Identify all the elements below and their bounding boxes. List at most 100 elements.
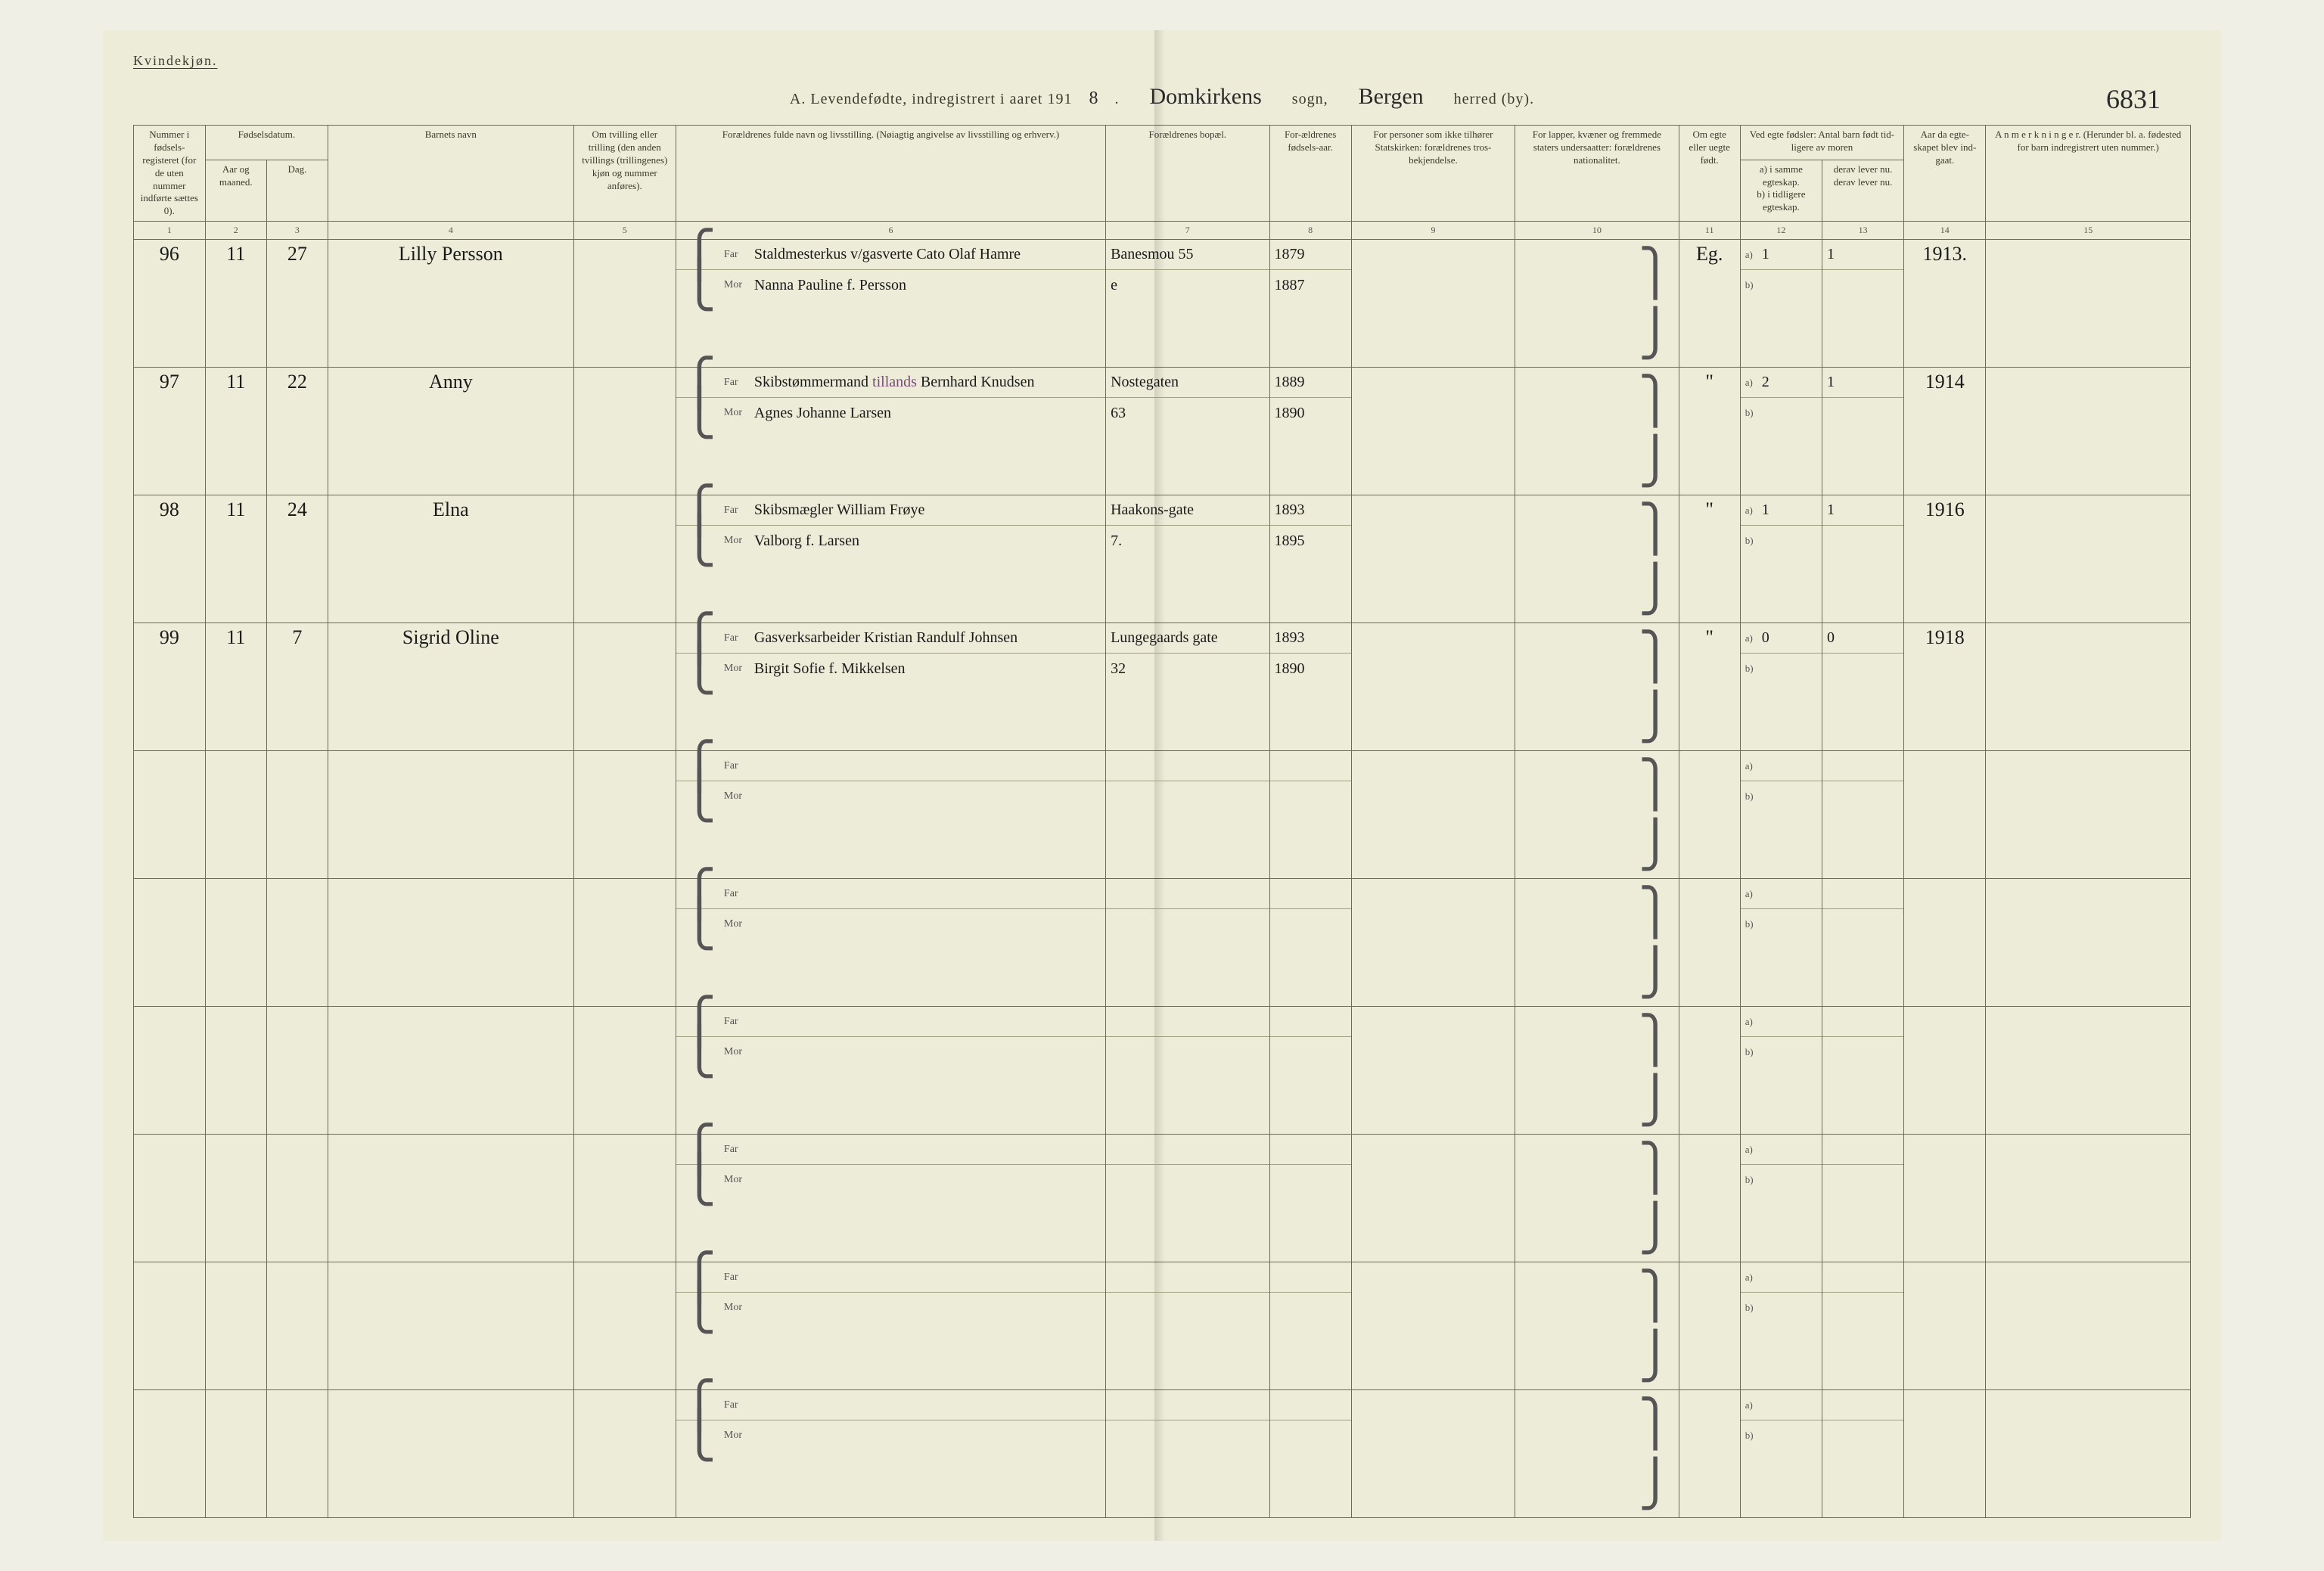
- addr-top: Banesmou 55: [1111, 246, 1193, 263]
- cell-num: [134, 1390, 206, 1518]
- b-label: b): [1745, 918, 1757, 930]
- far-label: Far: [724, 1271, 748, 1284]
- cell-address: Haakons-gate7.: [1106, 495, 1269, 623]
- val-a: 1: [1762, 246, 1769, 263]
- table-row: ⎧Far⎩Mor⎫⎭a)b): [134, 1390, 2191, 1518]
- val-13a: 1: [1827, 501, 1835, 519]
- table-row: ⎧Far⎩Mor⎫⎭a)b): [134, 1135, 2191, 1262]
- cell-col13: [1822, 1135, 1903, 1262]
- cell-num: [134, 1262, 206, 1390]
- addr-bot: e: [1111, 277, 1117, 294]
- cell-twin: [573, 1262, 676, 1390]
- brace-icon: ⎩: [681, 511, 718, 571]
- cell-twin: [573, 1007, 676, 1135]
- sogn-label: sogn,: [1292, 91, 1328, 108]
- cell-egte: Eg.: [1679, 240, 1740, 368]
- b-label: b): [1745, 535, 1757, 547]
- mor-text: Valborg f. Larsen: [754, 532, 859, 550]
- cell-twin: [573, 368, 676, 495]
- brace-icon: ⎩: [681, 894, 718, 955]
- cell-month: [205, 751, 266, 879]
- addr-bot: 63: [1111, 405, 1126, 422]
- header-c4: Barnets navn: [328, 126, 574, 222]
- cell-day: [266, 879, 328, 1007]
- cell-tros: [1351, 623, 1515, 751]
- val-a: 0: [1762, 629, 1769, 647]
- b-label: b): [1745, 1430, 1757, 1442]
- mor-year: 1890: [1275, 660, 1305, 678]
- cell-tros: [1351, 1007, 1515, 1135]
- header-c13a-text: derav lever nu.: [1827, 163, 1899, 176]
- cell-address: [1106, 1262, 1269, 1390]
- brace-right-icon: ⎫: [1637, 1015, 1674, 1065]
- mor-label: Mor: [724, 407, 748, 419]
- val-13a: 1: [1827, 246, 1835, 263]
- cell-name: [328, 751, 574, 879]
- cell-col13: [1822, 1390, 1903, 1518]
- cell-nationality: ⎫⎭: [1515, 1135, 1679, 1262]
- table-row: ⎧Far⎩Mor⎫⎭a)b): [134, 751, 2191, 879]
- cell-twin: [573, 1135, 676, 1262]
- header-c11: Om egte eller uegte født.: [1679, 126, 1740, 222]
- header-c12a-text: a) i samme egteskap.: [1745, 163, 1817, 189]
- val-13a: 1: [1827, 374, 1835, 391]
- b-label: b): [1745, 1302, 1757, 1314]
- cell-egte: [1679, 751, 1740, 879]
- far-label: Far: [724, 1016, 748, 1028]
- a-label: a): [1745, 1399, 1757, 1411]
- cell-name: Elna: [328, 495, 574, 623]
- cell-twin: [573, 879, 676, 1007]
- cell-parents: ⎧Far⎩Mor: [676, 1135, 1105, 1262]
- cell-parent-years: [1269, 1135, 1351, 1262]
- cell-address: [1106, 879, 1269, 1007]
- cell-day: [266, 1135, 328, 1262]
- cell-month: [205, 1390, 266, 1518]
- cell-day: 7: [266, 623, 328, 751]
- addr-top: Lungegaards gate: [1111, 629, 1218, 647]
- header-c13b-text: derav lever nu.: [1827, 176, 1899, 189]
- table-row: ⎧Far⎩Mor⎫⎭a)b): [134, 1262, 2191, 1390]
- cell-address: [1106, 1135, 1269, 1262]
- header-c8: For-ældrenes fødsels-aar.: [1269, 126, 1351, 222]
- brace-right-icon: ⎭: [1637, 1331, 1674, 1381]
- table-row: ⎧Far⎩Mor⎫⎭a)b): [134, 1007, 2191, 1135]
- cell-month: [205, 879, 266, 1007]
- herred-value: Bergen: [1344, 84, 1439, 110]
- cell-name: [328, 1007, 574, 1135]
- brace-right-icon: ⎫: [1637, 1399, 1674, 1448]
- far-label: Far: [724, 888, 748, 900]
- cell-remarks: [1986, 751, 2191, 879]
- cell-egte: ": [1679, 368, 1740, 495]
- colnum-2: 2: [205, 222, 266, 240]
- mor-text: Agnes Johanne Larsen: [754, 405, 891, 422]
- cell-parents: ⎧FarSkibsmægler William Frøye⎩MorValborg…: [676, 495, 1105, 623]
- colnum-10: 10: [1515, 222, 1679, 240]
- cell-col13: [1822, 1007, 1903, 1135]
- header-c10: For lapper, kvæner og fremmede staters u…: [1515, 126, 1679, 222]
- header-c9: For personer som ikke tilhører Statskirk…: [1351, 126, 1515, 222]
- mor-label: Mor: [724, 663, 748, 675]
- title-prefix: A. Levendefødte, indregistrert i aaret 1…: [790, 91, 1073, 108]
- val-a: 2: [1762, 374, 1769, 391]
- gender-label: Kvindekjøn.: [133, 53, 2191, 69]
- table-row: ⎧Far⎩Mor⎫⎭a)b): [134, 879, 2191, 1007]
- cell-marriage-year: [1904, 1007, 1986, 1135]
- brace-right-icon: ⎭: [1637, 436, 1674, 486]
- cell-address: [1106, 1007, 1269, 1135]
- cell-day: [266, 751, 328, 879]
- cell-parent-years: 18931890: [1269, 623, 1351, 751]
- header-c1: Nummer i fødsels-registeret (for de uten…: [134, 126, 206, 222]
- colnum-8: 8: [1269, 222, 1351, 240]
- cell-egte: ": [1679, 623, 1740, 751]
- table-row: 99117Sigrid Oline⎧FarGasverksarbeider Kr…: [134, 623, 2191, 751]
- register-page: Kvindekjøn. A. Levendefødte, indregistre…: [103, 30, 2221, 1541]
- cell-col13: [1822, 751, 1903, 879]
- cell-nationality: ⎫⎭: [1515, 623, 1679, 751]
- cell-tros: [1351, 751, 1515, 879]
- colnum-4: 4: [328, 222, 574, 240]
- cell-day: 24: [266, 495, 328, 623]
- mor-label: Mor: [724, 279, 748, 291]
- header-c12-group: Ved egte fødsler: Antal barn født tid-li…: [1740, 126, 1903, 160]
- mor-label: Mor: [724, 1430, 748, 1442]
- brace-icon: ⎩: [681, 1022, 718, 1082]
